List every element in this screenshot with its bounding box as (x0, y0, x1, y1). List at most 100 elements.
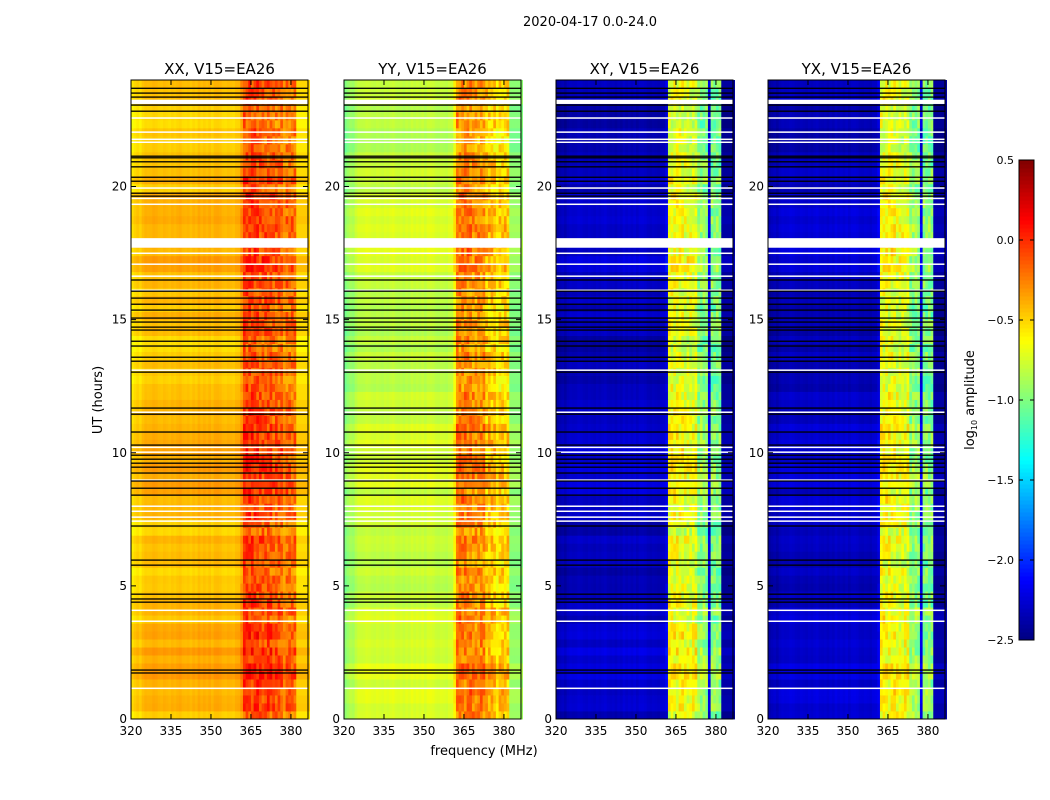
heatmap-cell (166, 352, 169, 360)
heatmap-cell (155, 352, 158, 360)
heatmap-cell (275, 599, 278, 607)
heatmap-cell (224, 511, 227, 519)
heatmap-cell (283, 280, 286, 288)
heatmap-cell (200, 703, 203, 711)
heatmap-cell (238, 256, 241, 264)
heatmap-cell (224, 344, 227, 352)
heatmap-cell (275, 679, 278, 687)
heatmap-cell (182, 415, 185, 423)
heatmap-cell (176, 392, 179, 400)
heatmap-cell (262, 423, 265, 431)
heatmap-cell (230, 671, 233, 679)
heatmap-cell (291, 384, 294, 392)
heatmap-cell (304, 384, 307, 392)
heatmap-cell (248, 527, 251, 535)
heatmap-cell (251, 527, 254, 535)
heatmap-cell (259, 312, 262, 320)
heatmap-cell (232, 495, 235, 503)
heatmap-cell (235, 384, 238, 392)
heatmap-cell (203, 543, 206, 551)
heatmap-cell (147, 615, 150, 623)
heatmap-cell (283, 551, 286, 559)
heatmap-cell (158, 336, 161, 344)
heatmap-cell (139, 503, 142, 511)
heatmap-cell (272, 216, 275, 224)
heatmap-cell (224, 400, 227, 408)
heatmap-cell (272, 384, 275, 392)
heatmap-cell (299, 352, 302, 360)
heatmap-cell (264, 655, 267, 663)
heatmap-cell (168, 376, 171, 384)
heatmap-cell (139, 352, 142, 360)
heatmap-cell (267, 304, 270, 312)
heatmap-cell (184, 264, 187, 272)
heatmap-cell (264, 352, 267, 360)
heatmap-cell (227, 352, 230, 360)
heatmap-cell (174, 400, 177, 408)
heatmap-cell (166, 400, 169, 408)
heatmap-cell (304, 623, 307, 631)
heatmap-cell (254, 543, 257, 551)
heatmap-cell (296, 647, 299, 655)
heatmap-cell (288, 639, 291, 647)
heatmap-cell (251, 216, 254, 224)
heatmap-cell (296, 639, 299, 647)
heatmap-cell (288, 647, 291, 655)
heatmap-cell (160, 551, 163, 559)
heatmap-cell (302, 264, 305, 272)
heatmap-cell (187, 631, 190, 639)
heatmap-cell (238, 144, 241, 152)
heatmap-cell (270, 655, 273, 663)
heatmap-cell (190, 384, 193, 392)
heatmap-cell (286, 376, 289, 384)
heatmap-cell (248, 423, 251, 431)
heatmap-cell (160, 623, 163, 631)
heatmap-cell (206, 415, 209, 423)
heatmap-cell (208, 607, 211, 615)
heatmap-cell (134, 384, 137, 392)
heatmap-cell (208, 623, 211, 631)
heatmap-cell (163, 296, 166, 304)
heatmap-cell (256, 647, 259, 655)
heatmap-cell (235, 136, 238, 144)
heatmap-cell (150, 623, 153, 631)
heatmap-cell (187, 703, 190, 711)
heatmap-cell (152, 639, 155, 647)
heatmap-cell (214, 655, 217, 663)
heatmap-cell (264, 623, 267, 631)
heatmap-cell (214, 623, 217, 631)
heatmap-cell (211, 415, 214, 423)
heatmap-cell (288, 312, 291, 320)
heatmap-cell (190, 376, 193, 384)
heatmap-cell (296, 607, 299, 615)
heatmap-cell (267, 527, 270, 535)
heatmap-cell (190, 711, 193, 719)
heatmap-cell (182, 711, 185, 719)
heatmap-cell (144, 248, 147, 256)
heatmap-cell (264, 216, 267, 224)
heatmap-cell (195, 328, 198, 336)
heatmap-cell (142, 551, 145, 559)
heatmap-cell (198, 415, 201, 423)
heatmap-cell (256, 352, 259, 360)
heatmap-cell (200, 168, 203, 176)
heatmap-cell (222, 439, 225, 447)
heatmap-cell (246, 639, 249, 647)
heatmap-cell (216, 304, 219, 312)
heatmap-cell (142, 336, 145, 344)
heatmap-cell (243, 439, 246, 447)
heatmap-cell (216, 144, 219, 152)
heatmap-cell (272, 144, 275, 152)
heatmap-cell (294, 168, 297, 176)
heatmap-cell (227, 695, 230, 703)
heatmap-cell (171, 639, 174, 647)
heatmap-cell (198, 575, 201, 583)
heatmap-cell (256, 671, 259, 679)
heatmap-cell (270, 679, 273, 687)
heatmap-cell (299, 551, 302, 559)
heatmap-cell (174, 344, 177, 352)
heatmap-cell (166, 599, 169, 607)
heatmap-cell (235, 551, 238, 559)
heatmap-cell (158, 144, 161, 152)
heatmap-cell (160, 439, 163, 447)
